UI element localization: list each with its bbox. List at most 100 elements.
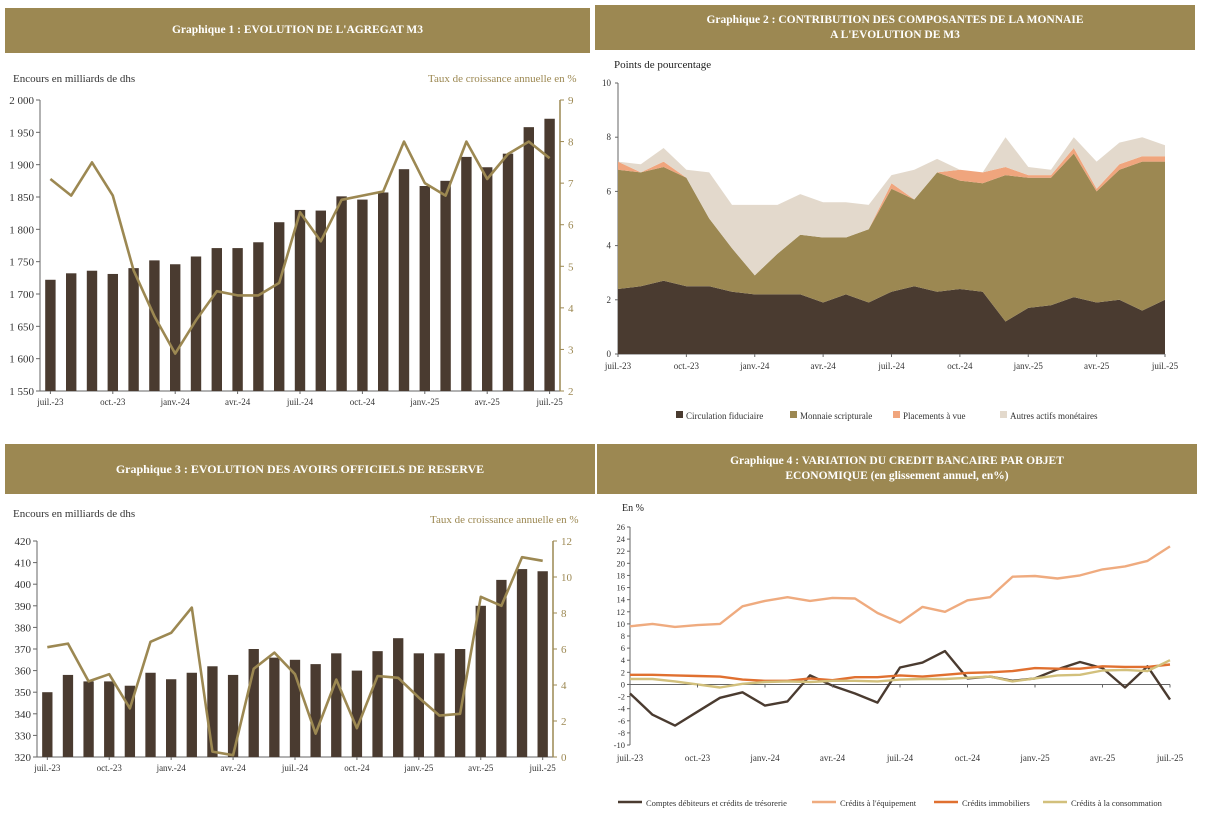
chart-2-x-tick-label: avr.-24 (811, 361, 837, 371)
chart-1-y2-tick-label: 2 (568, 386, 574, 398)
chart-1-bar (170, 264, 181, 391)
chart-1-y-tick-label: 1 800 (9, 224, 34, 236)
chart-1-bar (86, 270, 98, 391)
chart-1-bar (482, 167, 493, 391)
chart-2-y-tick-label: 0 (607, 349, 612, 359)
chart-1-bar (232, 248, 243, 391)
chart-4-series-line-1 (629, 649, 1171, 727)
chart-1-y-tick-label: 1 700 (9, 289, 34, 301)
chart-3-y-axis-label: Encours en milliards de dhs (13, 508, 136, 520)
chart-3-y2-tick-label: 2 (561, 716, 567, 728)
chart-4-y-tick-label: 14 (617, 595, 626, 605)
chart-3-bar (372, 651, 383, 757)
chart-4-y-tick-label: 26 (617, 522, 626, 532)
chart-1-y2-axis-label: Taux de croissance annuelle en % (428, 73, 577, 85)
chart-1-bar (315, 210, 326, 391)
chart-3-y-tick-label: 330 (15, 730, 32, 742)
chart-4-legend-label: Crédits à l'équipement (840, 798, 917, 808)
chart-2-x-tick-label: janv.-24 (739, 361, 770, 371)
chart-4-x-tick-label: janv.-24 (749, 753, 780, 763)
chart-1-bar (461, 156, 472, 391)
chart-4-y-tick-label: 12 (617, 607, 626, 617)
chart-2-y-axis-label: Points de pourcentage (614, 59, 712, 71)
chart-4-x-tick-label: oct.-23 (685, 753, 711, 763)
chart-3-y2-tick-label: 0 (561, 752, 567, 764)
chart-3-bar (413, 653, 424, 757)
chart-4-y-tick-label: -10 (614, 740, 625, 750)
chart-1-bar (149, 260, 160, 391)
chart-2-y-tick-label: 2 (607, 295, 612, 305)
chart-3-y2-tick-label: 8 (561, 608, 567, 620)
chart-3-x-tick-label: juil.-25 (529, 763, 557, 773)
chart-3-bar (186, 672, 197, 757)
chart-4-y-tick-label: 8 (621, 631, 625, 641)
chart-3-x-tick-label: juil.-23 (33, 763, 61, 773)
chart-1-x-tick-label: avr.-25 (475, 397, 501, 407)
chart-1-y-axis-label: Encours en milliards de dhs (13, 73, 136, 85)
chart-4-y-tick-label: 6 (621, 643, 625, 653)
chart-3-y-tick-label: 360 (15, 666, 32, 678)
chart-1-y-tick-label: 2 000 (9, 95, 34, 107)
chart-4-y-tick-label: -4 (618, 704, 626, 714)
chart-3-y2-tick-label: 6 (561, 644, 567, 656)
chart-3-bar (83, 681, 94, 757)
chart-1-y-tick-label: 1 950 (9, 127, 34, 139)
chart-3-bar (454, 649, 466, 757)
chart-1-bar (274, 222, 285, 391)
chart-4-x-tick-label: avr.-25 (1090, 753, 1116, 763)
chart-3-bar (310, 664, 321, 757)
chart-1-bar (66, 273, 77, 391)
chart-2-x-tick-label: juil.-23 (604, 361, 632, 371)
chart-2-legend-swatch (676, 411, 683, 418)
chart-1-y-tick-label: 1 850 (9, 192, 34, 204)
chart-2-x-tick-label: avr.-25 (1084, 361, 1110, 371)
chart-1-bar (253, 242, 264, 391)
chart-3-x-tick-label: janv.-25 (403, 763, 434, 773)
chart-1-x-tick-label: oct.-23 (100, 397, 126, 407)
chart-4-series-line-2 (629, 545, 1171, 629)
chart-1-bar (502, 153, 514, 391)
chart-1-y2-tick-label: 7 (568, 178, 574, 190)
chart-1-x-tick-label: oct.-24 (350, 397, 376, 407)
chart-3-bar (516, 569, 528, 757)
chart-1-bar (523, 127, 534, 391)
chart-3-y-tick-label: 420 (15, 536, 32, 548)
chart-3-y2-tick-label: 12 (561, 536, 572, 548)
chart-4-y-axis-label: En % (622, 503, 644, 514)
chart-4-y-tick-label: 24 (617, 534, 626, 544)
chart-4-y-tick-label: 22 (617, 546, 626, 556)
chart-4-series-line-3 (630, 663, 1171, 682)
chart-4-x-tick-label: janv.-25 (1019, 753, 1050, 763)
chart-3-bar (166, 679, 177, 757)
chart-1-y-tick-label: 1 900 (9, 160, 34, 172)
chart-1-bar (107, 273, 118, 391)
chart-4-title: Graphique 4 : VARIATION DU CREDIT BANCAI… (597, 444, 1197, 494)
chart-1-bar (357, 199, 368, 391)
chart-4-y-tick-label: 0 (621, 679, 625, 689)
chart-1-y2-tick-label: 6 (568, 220, 574, 232)
chart-3-bar (434, 653, 445, 757)
chart-2-legend-label: Autres actifs monétaires (1010, 411, 1098, 421)
chart-2-y-tick-label: 8 (607, 132, 612, 142)
chart-3-bar (537, 571, 548, 757)
chart-1-bar (190, 256, 202, 391)
chart-1-bar (544, 118, 555, 392)
chart-1-y-tick-label: 1 650 (9, 321, 34, 333)
chart-3-x-tick-label: janv.-24 (156, 763, 187, 773)
chart-1-y2-tick-label: 3 (568, 344, 574, 356)
chart-3-y-tick-label: 370 (15, 644, 32, 656)
chart-3-bar (62, 674, 74, 757)
chart-1-y-tick-label: 1 550 (9, 386, 34, 398)
chart-1-growth-line (49, 140, 551, 355)
chart-2-legend-swatch (1000, 411, 1007, 418)
chart-4-y-tick-label: 4 (621, 655, 626, 665)
chart-4-x-tick-label: avr.-24 (820, 753, 846, 763)
chart-1-bar (128, 268, 139, 391)
chart-4-legend-label: Comptes débiteurs et crédits de trésorer… (646, 798, 787, 808)
chart-4-y-tick-label: -8 (618, 728, 625, 738)
chart-2-x-tick-label: juil.-25 (1151, 361, 1179, 371)
chart-3-bar (207, 666, 218, 757)
chart-3-y-tick-label: 410 (15, 558, 32, 570)
